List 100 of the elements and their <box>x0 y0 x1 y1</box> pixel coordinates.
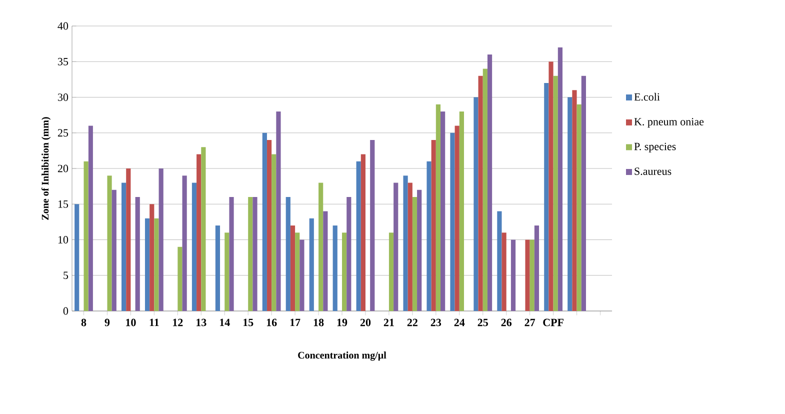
bar <box>158 168 164 311</box>
bar <box>309 218 314 311</box>
bar <box>107 176 112 311</box>
x-axis-title: Concentration mg/µl <box>298 352 386 361</box>
bar <box>510 240 516 311</box>
bar <box>272 154 276 311</box>
bar <box>553 76 558 311</box>
x-tick-label: CPF <box>543 318 564 326</box>
bar <box>482 68 488 311</box>
bar <box>126 168 131 311</box>
bar <box>417 190 422 311</box>
bar <box>568 97 572 311</box>
bar <box>318 182 324 311</box>
bar <box>135 196 140 311</box>
bar <box>403 176 408 311</box>
bar <box>84 161 88 311</box>
x-tick-label: 14 <box>220 318 230 326</box>
bar <box>459 111 464 311</box>
bar <box>487 54 492 311</box>
bar <box>436 104 441 311</box>
bar <box>215 225 220 311</box>
bar <box>74 204 80 311</box>
y-tick-label: 25 <box>58 129 68 137</box>
legend-label: S.aureus <box>634 168 672 176</box>
bar <box>572 90 577 311</box>
y-tick-label: 30 <box>58 94 68 101</box>
x-tick-label: 11 <box>150 318 159 326</box>
bar <box>408 182 412 311</box>
bar <box>530 240 534 311</box>
bar <box>388 232 394 311</box>
bar <box>150 204 154 311</box>
y-axis-title: Zone of Inhibition (mm) <box>41 117 51 220</box>
bar <box>558 47 563 311</box>
legend-label: E.coli <box>634 92 660 101</box>
bar <box>229 196 234 311</box>
bar <box>454 126 460 311</box>
x-tick-label: 25 <box>478 318 488 326</box>
x-tick-label: 9 <box>104 318 110 326</box>
bar <box>182 176 187 311</box>
y-tick-label: 20 <box>58 164 68 172</box>
x-tick-label: 23 <box>430 318 442 326</box>
bar <box>276 111 281 311</box>
x-tick-label: 17 <box>290 318 300 326</box>
bar <box>266 140 272 311</box>
y-tick-label: 10 <box>58 236 68 244</box>
bar <box>286 196 290 311</box>
y-tick-label: 15 <box>58 200 68 208</box>
bar <box>497 211 502 311</box>
x-tick-label: 20 <box>360 318 371 326</box>
bar <box>370 140 375 311</box>
bar <box>525 240 530 311</box>
bar <box>534 225 540 311</box>
y-tick-label: 0 <box>63 307 68 315</box>
bar <box>360 154 366 311</box>
bar <box>178 246 182 311</box>
bar <box>581 76 586 311</box>
x-tick-label: 21 <box>384 318 394 326</box>
bar <box>548 62 554 311</box>
bar <box>502 232 506 311</box>
x-tick-label: 12 <box>173 318 183 326</box>
bar <box>154 218 159 311</box>
bar <box>478 76 483 311</box>
y-tick-label: 40 <box>58 22 68 30</box>
bar <box>346 196 352 311</box>
bar <box>300 240 304 311</box>
bar <box>290 225 296 311</box>
bar <box>224 232 230 311</box>
bar <box>440 111 446 311</box>
bar <box>431 140 436 311</box>
x-tick-label: 24 <box>454 318 465 326</box>
bar <box>412 196 418 311</box>
x-tick-label: 26 <box>501 318 512 326</box>
bar <box>248 196 253 311</box>
bar <box>544 82 549 311</box>
x-tick-label: 27 <box>524 318 536 326</box>
bar <box>252 196 258 311</box>
bar <box>474 97 478 311</box>
y-tick-label: 5 <box>64 272 68 280</box>
bar <box>196 154 202 311</box>
bar <box>88 126 93 311</box>
x-tick-label: 22 <box>407 318 418 326</box>
bar <box>576 104 582 311</box>
legend-label: P. species <box>634 142 676 152</box>
bar <box>323 211 328 311</box>
y-tick-label: 35 <box>58 58 68 66</box>
bar <box>122 182 126 311</box>
bar <box>356 161 361 311</box>
bar <box>426 161 432 311</box>
x-tick-label: 15 <box>243 318 254 326</box>
x-tick-label: 13 <box>196 318 206 326</box>
bar <box>295 232 300 311</box>
bar <box>144 218 150 311</box>
bar <box>192 182 197 311</box>
bar <box>262 132 267 311</box>
bar <box>342 232 347 311</box>
bar <box>450 132 455 311</box>
x-tick-label: 19 <box>337 318 348 326</box>
bar <box>332 225 338 311</box>
x-tick-label: 18 <box>314 318 324 326</box>
bar <box>112 190 116 311</box>
